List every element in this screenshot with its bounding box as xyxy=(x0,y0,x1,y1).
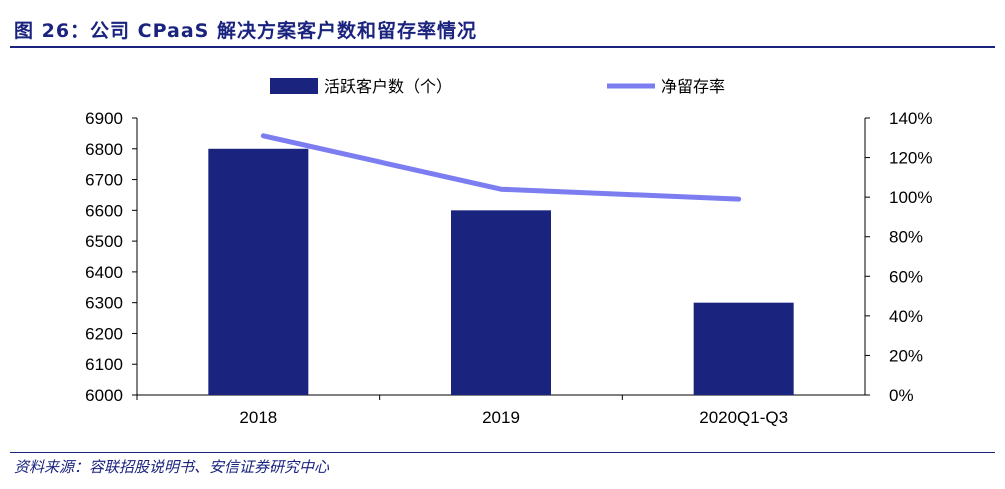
source-note: 资料来源：容联招股说明书、安信证券研究中心 xyxy=(14,458,330,476)
legend-label-bars: 活跃客户数（个） xyxy=(324,78,452,96)
y-left-tick-label: 6500 xyxy=(85,232,123,251)
bar-2019 xyxy=(451,210,551,395)
y-left-tick-label: 6300 xyxy=(85,294,123,313)
y-left-tick-label: 6400 xyxy=(85,263,123,282)
x-tick-label: 2019 xyxy=(482,408,520,427)
y-left-tick-label: 6200 xyxy=(85,324,123,343)
retention-line xyxy=(260,133,742,202)
y-right-tick-label: 80% xyxy=(889,228,923,247)
bar-2018 xyxy=(208,148,309,395)
legend-label-line: 净留存率 xyxy=(661,78,725,96)
figure-title: 图 26：公司 CPaaS 解决方案客户数和留存率情况 xyxy=(14,20,477,42)
y-right-tick-label: 100% xyxy=(889,188,932,207)
y-right-tick-label: 0% xyxy=(889,386,914,405)
x-tick-label: 2020Q1-Q3 xyxy=(699,408,788,427)
y-left-tick-label: 6600 xyxy=(85,201,123,220)
y-left-tick-label: 6100 xyxy=(85,355,123,374)
y-right-tick-label: 40% xyxy=(889,307,923,326)
y-right-tick-label: 60% xyxy=(889,267,923,286)
bar-2020Q1-Q3 xyxy=(693,302,794,395)
title-divider xyxy=(10,46,995,48)
y-left-tick-label: 6000 xyxy=(85,386,123,405)
y-left-tick-label: 6700 xyxy=(85,171,123,190)
legend-swatch-bars xyxy=(270,78,318,94)
source-divider xyxy=(10,452,995,453)
y-left-tick-label: 6900 xyxy=(85,109,123,128)
y-right-tick-label: 140% xyxy=(889,109,932,128)
x-tick-label: 2018 xyxy=(239,408,277,427)
y-left-tick-label: 6800 xyxy=(85,140,123,159)
y-right-tick-label: 20% xyxy=(889,346,923,365)
y-right-tick-label: 120% xyxy=(889,149,932,168)
